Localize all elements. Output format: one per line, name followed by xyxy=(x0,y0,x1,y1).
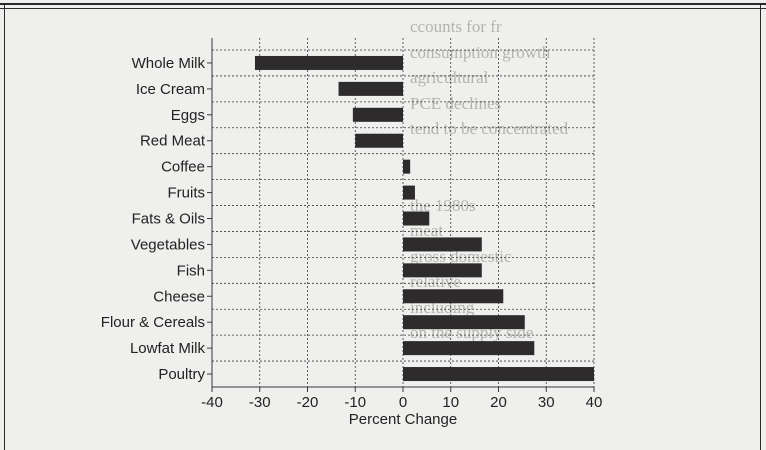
bleed-line: PCE declines xyxy=(410,93,502,113)
x-tick-label: -30 xyxy=(249,394,271,411)
category-label: Flour & Cereals xyxy=(101,314,205,331)
bar xyxy=(403,211,430,226)
bar xyxy=(403,185,415,200)
bar-layer xyxy=(254,55,594,382)
bleed-line: ccounts for fr xyxy=(410,17,502,36)
page-top-rule xyxy=(0,3,766,5)
bleed-line: consumption growth xyxy=(410,42,551,62)
x-tick-label: 10 xyxy=(442,394,459,411)
x-tick-label: -10 xyxy=(344,394,366,411)
x-tick-label: 30 xyxy=(538,394,555,411)
category-label: Fish xyxy=(177,262,205,279)
x-tick-label: -40 xyxy=(201,394,223,411)
category-label: Eggs xyxy=(171,107,205,124)
x-tick-label: -20 xyxy=(297,394,319,411)
category-label: Ice Cream xyxy=(136,81,205,98)
bleed-line: meat xyxy=(410,221,444,240)
category-label: Whole Milk xyxy=(132,55,206,72)
page-top-rule-thin xyxy=(0,8,766,9)
category-label: Fats & Oils xyxy=(132,211,205,228)
category-label: Red Meat xyxy=(140,133,206,150)
category-label: Vegetables xyxy=(131,236,205,253)
x-tick-label: 0 xyxy=(399,394,407,411)
bar xyxy=(403,159,411,174)
category-label: Cheese xyxy=(153,288,205,305)
category-label: Fruits xyxy=(168,185,206,202)
bar xyxy=(403,315,525,330)
bar xyxy=(403,367,594,382)
x-axis-title: Percent Change xyxy=(349,411,457,428)
figure-frame-left xyxy=(4,3,5,450)
category-label: Poultry xyxy=(158,366,205,383)
bar xyxy=(403,237,482,252)
figure-frame-right xyxy=(760,3,761,450)
bar xyxy=(352,107,403,122)
category-label: Coffee xyxy=(161,159,205,176)
bleed-line: tend to be concentrated xyxy=(410,119,569,138)
bar xyxy=(403,289,504,304)
bar xyxy=(254,55,403,70)
x-tick-label: 20 xyxy=(490,394,507,411)
bleed-line: agricultural xyxy=(410,68,489,87)
axis-layer xyxy=(207,38,595,392)
x-tick-label: 40 xyxy=(586,394,603,411)
bar xyxy=(338,81,403,96)
category-label: Lowfat Milk xyxy=(130,340,206,357)
label-layer: -40 -30 -20 -10 0 10 20 30 40 Whole Milk Ice Cream… xyxy=(101,55,603,428)
bar xyxy=(355,133,403,148)
bar xyxy=(403,341,535,356)
bar xyxy=(403,263,482,278)
bleed-line: the 1980s xyxy=(410,195,476,215)
